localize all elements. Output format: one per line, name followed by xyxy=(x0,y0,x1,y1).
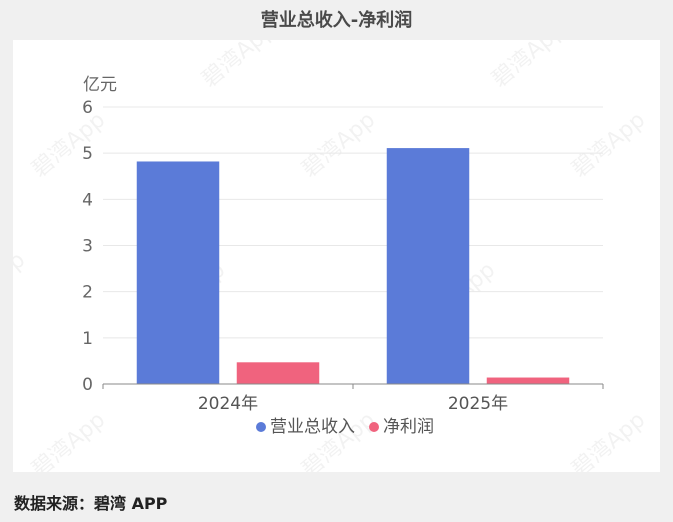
x-tick-label: 2025年 xyxy=(448,394,508,414)
y-tick-label: 3 xyxy=(82,237,93,257)
watermark-text: 碧湾App xyxy=(27,407,110,472)
legend-swatch xyxy=(369,422,379,432)
y-tick-label: 2 xyxy=(82,283,93,303)
bar-revenue xyxy=(386,148,470,384)
x-tick-label: 2024年 xyxy=(198,394,258,414)
bars xyxy=(136,148,570,384)
watermark-text: 碧湾App xyxy=(197,40,280,93)
bar-net-profit xyxy=(236,362,320,384)
bar-net-profit xyxy=(486,377,570,384)
y-axis-unit-label: 亿元 xyxy=(83,75,117,95)
bar-revenue xyxy=(136,161,220,384)
watermark-text: 碧湾App xyxy=(27,107,110,182)
watermark-text: 碧湾App xyxy=(487,40,570,93)
legend: 营业总收入 净利润 xyxy=(256,417,434,437)
watermark-text: 碧湾App xyxy=(567,407,650,472)
legend-swatch xyxy=(256,422,266,432)
x-axis: 2024年 2025年 xyxy=(102,383,604,414)
watermark-text: 碧湾App xyxy=(567,107,650,182)
y-tick-label: 0 xyxy=(82,375,93,395)
data-source-footer: 数据来源：碧湾 APP xyxy=(14,494,168,513)
watermark-layer: 碧湾App 碧湾App 碧湾App 碧湾App 碧湾App 碧湾App 碧湾App 碧湾App… xyxy=(0,17,650,482)
y-tick-label: 4 xyxy=(82,190,93,210)
watermark-text: 碧湾App xyxy=(13,247,30,322)
chart-title: 营业总收入-净利润 xyxy=(260,10,413,31)
chart-card: 碧湾App 碧湾App 碧湾App 碧湾App 碧湾App 碧湾App 碧湾App 碧湾App… xyxy=(0,17,660,483)
y-tick-label: 5 xyxy=(82,144,93,164)
legend-label: 营业总收入 xyxy=(270,417,355,437)
y-tick-label: 6 xyxy=(82,98,93,118)
legend-label: 净利润 xyxy=(383,417,434,437)
bar-chart: 碧湾App 碧湾App 碧湾App 碧湾App 碧湾App 碧湾App 碧湾App 碧湾App… xyxy=(0,17,650,482)
watermark-text: 碧湾App xyxy=(297,107,380,182)
y-tick-label: 1 xyxy=(82,329,93,349)
y-axis-ticks: 0 1 2 3 4 5 6 xyxy=(82,98,93,395)
